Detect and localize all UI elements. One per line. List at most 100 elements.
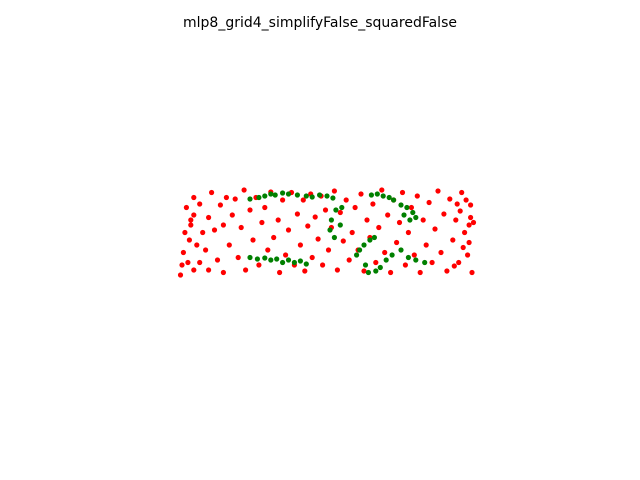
scatter-point bbox=[407, 217, 413, 223]
scatter-point bbox=[447, 196, 453, 202]
scatter-point bbox=[368, 192, 374, 198]
scatter-point bbox=[334, 267, 340, 273]
scatter-point bbox=[383, 257, 389, 263]
scatter-point bbox=[466, 222, 472, 228]
scatter-point bbox=[426, 199, 432, 206]
scatter-point bbox=[337, 222, 343, 228]
scatter-point bbox=[386, 194, 392, 201]
scatter-point bbox=[186, 237, 192, 243]
scatter-point bbox=[438, 249, 444, 256]
scatter-point bbox=[405, 229, 411, 236]
scatter-point bbox=[405, 254, 411, 261]
scatter-point bbox=[191, 194, 197, 201]
scatter-point bbox=[413, 214, 419, 221]
scatter-point bbox=[206, 267, 212, 273]
scatter-point bbox=[203, 247, 209, 253]
scatter-point bbox=[206, 214, 212, 221]
scatter-point bbox=[468, 202, 474, 208]
scatter-point bbox=[200, 229, 206, 236]
scatter-point bbox=[229, 212, 235, 218]
scatter-point bbox=[462, 229, 468, 236]
scatter-point bbox=[379, 187, 385, 193]
scatter-point bbox=[370, 201, 376, 207]
scatter-point bbox=[361, 242, 367, 248]
scatter-point bbox=[223, 194, 229, 201]
scatter-point bbox=[324, 193, 330, 199]
scatter-point bbox=[182, 229, 188, 236]
scatter-point bbox=[444, 268, 450, 274]
scatter-point bbox=[388, 269, 394, 276]
scatter-point bbox=[396, 219, 403, 226]
scatter-point bbox=[209, 189, 215, 196]
scatter-point bbox=[309, 254, 315, 261]
scatter-point bbox=[401, 212, 407, 218]
scatter-point bbox=[256, 262, 262, 268]
scatter-point bbox=[268, 191, 274, 197]
scatter-point bbox=[254, 256, 260, 262]
scatter-point bbox=[250, 237, 256, 243]
scatter-point bbox=[220, 269, 226, 276]
scatter-point bbox=[328, 217, 334, 223]
scatter-point bbox=[454, 201, 460, 207]
scatter-point bbox=[226, 242, 232, 248]
scatter-point bbox=[277, 269, 283, 276]
scatter-point bbox=[352, 204, 358, 211]
scatter-point bbox=[315, 236, 321, 242]
scatter-point bbox=[358, 191, 364, 197]
scatter-point bbox=[275, 217, 281, 223]
scatter-point bbox=[303, 193, 309, 199]
scatter-point bbox=[404, 204, 410, 211]
scatter-point bbox=[211, 227, 218, 233]
scatter-point bbox=[220, 222, 226, 228]
scatter-point bbox=[470, 219, 477, 226]
scatter-point bbox=[333, 207, 339, 213]
scatter-point bbox=[291, 259, 297, 266]
scatter-point bbox=[271, 234, 277, 241]
scatter-point bbox=[451, 263, 457, 269]
scatter-point bbox=[312, 214, 318, 220]
scatter-point bbox=[256, 194, 262, 201]
scatter-point bbox=[376, 224, 382, 231]
scatter-point bbox=[459, 189, 465, 196]
scatter-point bbox=[280, 259, 286, 266]
scatter-point bbox=[191, 212, 197, 218]
scatter-point bbox=[331, 234, 337, 241]
scatter-point bbox=[262, 255, 268, 261]
scatter-point bbox=[297, 258, 303, 264]
scatter-point bbox=[339, 204, 345, 211]
scatter-point bbox=[364, 217, 370, 223]
scatter-point bbox=[382, 249, 388, 256]
scatter-point bbox=[305, 223, 311, 229]
scatter-point bbox=[294, 211, 300, 217]
scatter-point bbox=[450, 237, 456, 243]
scatter-point bbox=[197, 201, 203, 207]
scatter-point bbox=[217, 202, 223, 208]
scatter-point bbox=[385, 212, 391, 218]
scatter-point bbox=[391, 197, 397, 203]
scatter-point bbox=[362, 262, 369, 268]
scatter-point bbox=[214, 257, 221, 263]
scatter-point bbox=[238, 224, 244, 231]
scatter-point bbox=[349, 229, 355, 236]
scatter-point bbox=[373, 259, 379, 266]
scatter-point bbox=[429, 259, 435, 266]
scatter-point bbox=[340, 238, 346, 244]
scatter-point bbox=[460, 244, 466, 251]
scatter-point bbox=[285, 227, 292, 233]
scatter-point bbox=[367, 237, 373, 243]
scatter-point bbox=[422, 259, 428, 266]
scatter-point bbox=[280, 197, 286, 203]
scatter-point bbox=[377, 264, 383, 271]
scatter-point bbox=[402, 262, 408, 268]
scatter-point bbox=[410, 209, 416, 216]
scatter-point bbox=[280, 190, 286, 196]
scatter-point bbox=[371, 234, 377, 241]
scatter-point bbox=[274, 256, 280, 262]
scatter-point bbox=[337, 209, 343, 216]
scatter-point bbox=[235, 254, 241, 261]
scatter-point bbox=[322, 207, 329, 213]
scatter-point bbox=[179, 262, 185, 268]
scatter-point bbox=[365, 269, 371, 276]
scatter-point bbox=[423, 242, 429, 248]
